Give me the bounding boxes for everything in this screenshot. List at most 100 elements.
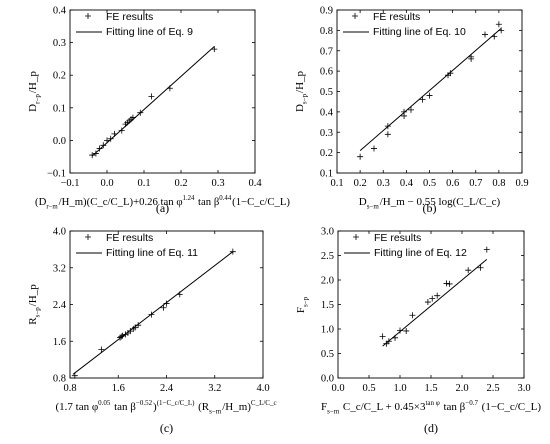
data-point [392,334,399,341]
data-point [419,96,426,103]
data-point [384,123,391,130]
legend-label-fit: Fitting line of Eq. 10 [373,26,466,38]
x-tick-label: 1.6 [112,383,125,394]
data-point [379,333,386,340]
x-tick-label: 0.1 [330,178,343,189]
data-point [96,145,103,152]
chart-c: 0.8 1.6 2.4 3.2 4.0 0.8 1.6 2.4 3.2 4.0 FE results… [27,227,277,436]
data-point [383,340,390,347]
data-point [132,324,139,331]
x-tick-label: 0.3 [211,178,224,189]
y-tick-label: 0.0 [53,136,66,147]
panel-caption: (c) [160,421,173,435]
data-point [100,142,107,149]
y-tick-label: 2.0 [321,276,334,287]
data-point [163,300,170,307]
x-tick-label: 0.9 [515,178,528,189]
fitting-line [91,46,215,157]
y-tick-label: 0.9 [320,6,333,17]
y-tick-label: 2.5 [321,251,334,262]
x-tick-label: 0.8 [492,178,505,189]
legend-label-fit: Fitting line of Eq. 12 [374,247,467,259]
data-point [98,346,105,353]
data-point [385,338,392,345]
x-tick-label: 0.3 [377,178,390,189]
x-tick-label: 3.0 [517,383,530,394]
y-tick-label: 3.2 [53,263,66,274]
x-tick-label: 0.7 [469,178,482,189]
legend-label-fe: FE results [106,232,153,244]
data-point [491,33,498,40]
data-point [498,27,505,34]
legend-label-fit: Fitting line of Eq. 9 [106,26,193,38]
x-tick-label: 2.5 [486,383,499,394]
y-tick-label: 0.2 [53,71,66,82]
x-tick-label: 2.4 [160,383,174,394]
y-tick-label: 0.8 [53,374,66,385]
y-tick-label: 0.7 [320,46,333,57]
data-point [468,53,475,60]
data-point [483,246,490,253]
y-tick-label: 0.5 [321,349,334,360]
x-axis-label: (1.7 tan φ0.05 tan β−0.52 )(1−C_c/C_L) (… [55,399,277,415]
x-tick-label: 0.8 [63,383,76,394]
x-tick-label: 0.5 [423,178,436,189]
data-point [357,153,364,160]
data-point [384,131,391,138]
panel-caption: (b) [423,201,437,215]
x-tick-label: 0.1 [137,178,150,189]
y-axis-label: Dr−p /H_p [27,71,41,112]
y-tick-label: 0.2 [320,148,333,159]
data-point [122,331,129,338]
fitting-line [359,27,502,151]
data-point [71,372,78,379]
data-point [443,280,450,287]
y-tick-label: 1.5 [321,300,334,311]
y-tick-label: 0.0 [321,374,334,385]
data-point [229,248,236,255]
x-tick-label: 0.5 [362,383,375,394]
data-point [426,92,433,99]
x-tick-label: 1.5 [424,383,437,394]
data-point [429,295,436,302]
data-point [137,109,144,116]
legend-label-fe: FE results [373,11,420,23]
x-tick-label: 0.6 [446,178,459,189]
y-tick-label: 0.4 [53,6,67,17]
data-point [211,46,218,53]
y-tick-label: 1.0 [321,325,334,336]
data-point [166,85,173,92]
legend-label-fe: FE results [106,11,153,23]
chart-a: −0.1 0.0 0.1 0.2 0.3 0.4 −0.1 0.0 0.1 0.2 0.3 0.4 FE… [27,6,290,216]
data-point [92,150,99,157]
data-point [495,21,502,28]
panel-caption: (d) [424,421,438,435]
legend-marker-fe [85,234,91,240]
data-point [89,152,96,159]
data-point [118,333,125,340]
data-point [118,127,125,134]
y-tick-label: 0.4 [320,107,334,118]
y-tick-label: −0.1 [47,169,66,180]
data-point [408,106,414,113]
x-axis-label: Fs−m C_c/C_L + 0.45×3tan φ tan β−0.7 (1−… [321,399,541,415]
y-tick-label: 1.6 [53,337,66,348]
x-tick-label: 0.2 [354,178,367,189]
data-point [127,328,134,335]
x-tick-label: −0.1 [60,178,79,189]
data-point [104,137,110,144]
data-point [119,332,126,339]
legend-marker-fe [353,234,359,240]
x-tick-label: 2.0 [455,383,468,394]
x-tick-label: 4.0 [256,383,269,394]
y-tick-label: 0.8 [320,26,333,37]
legend-marker-fe [85,13,91,19]
data-point [107,135,114,142]
x-tick-label: 1.0 [393,383,406,394]
panel-caption: (a) [156,201,169,215]
data-point [434,292,441,299]
data-point [111,130,118,137]
x-axis-label: (Dr−m /H_m)(C_c/C_L)+0.26 tan φ1.24 tan … [35,194,290,210]
data-point [424,299,431,306]
